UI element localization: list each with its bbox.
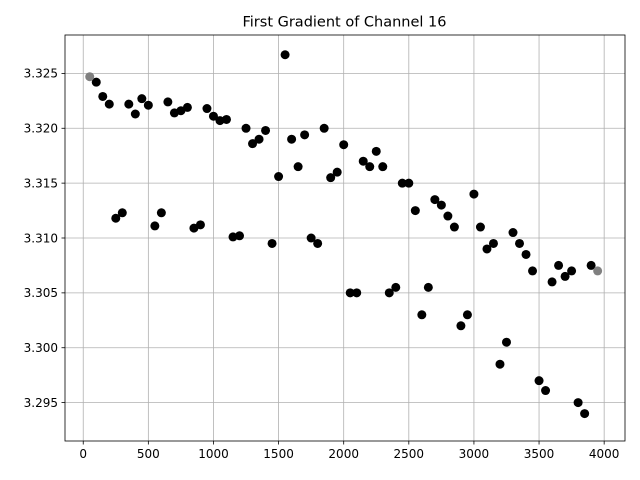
data-point [417,310,427,320]
data-point [221,114,231,124]
axis-ticks: 0 500 1000 1500 2000 2500 3000 3500 4000 3.295 3.3… [24,67,620,461]
data-point [91,77,101,87]
data-point [521,249,531,259]
data-point [528,266,538,276]
data-point [241,123,251,133]
data-point [345,288,355,298]
data-point [156,208,166,218]
data-point [580,409,590,419]
data-point [384,288,394,298]
data-point [261,125,271,135]
data-point [567,266,577,276]
data-point [462,310,472,320]
data-point [104,99,114,109]
data-point [469,189,479,199]
x-tick-label: 1000 [198,447,229,461]
x-tick-label: 2000 [328,447,359,461]
data-point [124,99,134,109]
data-point [436,200,446,210]
data-point [339,140,349,150]
y-tick-label: 3.300 [24,341,58,355]
data-point [326,173,336,183]
data-point [143,100,153,110]
y-tick-label: 3.305 [24,286,58,300]
x-tick-label: 3000 [459,447,490,461]
data-point [456,321,466,331]
data-point [358,156,368,166]
data-point [430,195,440,205]
endpoint-data-point [85,72,95,82]
data-point [319,123,329,133]
data-point [98,91,108,101]
data-point [208,111,218,121]
grid-lines [65,35,625,441]
data-point [554,260,564,270]
data-point [163,97,173,107]
data-point [313,238,323,248]
data-point [352,288,362,298]
data-point [182,102,192,112]
data-point [501,337,511,347]
data-point [202,104,212,114]
x-tick-label: 4000 [589,447,620,461]
x-tick-label: 2500 [394,447,425,461]
y-tick-label: 3.310 [24,231,58,245]
x-tick-label: 0 [79,447,87,461]
x-tick-label: 1500 [263,447,294,461]
data-point [332,167,342,177]
y-tick-label: 3.295 [24,396,58,410]
data-point [404,178,414,188]
y-tick-label: 3.320 [24,122,58,136]
y-tick-label: 3.325 [24,67,58,81]
data-point [371,146,381,156]
data-point [130,109,140,119]
data-point [378,162,388,172]
data-point [280,50,290,60]
data-point [475,222,485,232]
data-point [573,398,583,408]
data-point [248,139,258,149]
data-point [397,178,407,188]
data-points [85,50,603,419]
x-tick-label: 3500 [524,447,555,461]
data-point [137,94,147,104]
data-point [267,238,277,248]
data-point [560,271,570,281]
data-point [111,213,121,223]
data-point [306,233,316,243]
data-point [117,208,127,218]
data-point [443,211,453,221]
data-point [449,222,459,232]
data-point [293,162,303,172]
data-point [410,206,420,216]
data-point [254,134,264,144]
data-point [482,244,492,254]
data-point [423,282,433,292]
data-point [534,376,544,386]
data-point [365,162,375,172]
data-point [274,172,284,182]
data-point [547,277,557,287]
data-point [150,221,160,231]
data-point [300,130,310,140]
data-point [287,134,297,144]
data-point [586,260,596,270]
data-point [391,282,401,292]
data-point [541,386,551,396]
data-point [495,359,505,369]
chart-title: First Gradient of Channel 16 [242,15,446,31]
y-tick-label: 3.315 [24,176,58,190]
x-tick-label: 500 [137,447,160,461]
data-point [488,238,498,248]
data-point [235,231,245,241]
endpoint-data-point [593,266,603,276]
data-point [195,220,205,230]
axes-frame [64,34,626,442]
data-point [515,238,525,248]
data-point [508,228,518,238]
